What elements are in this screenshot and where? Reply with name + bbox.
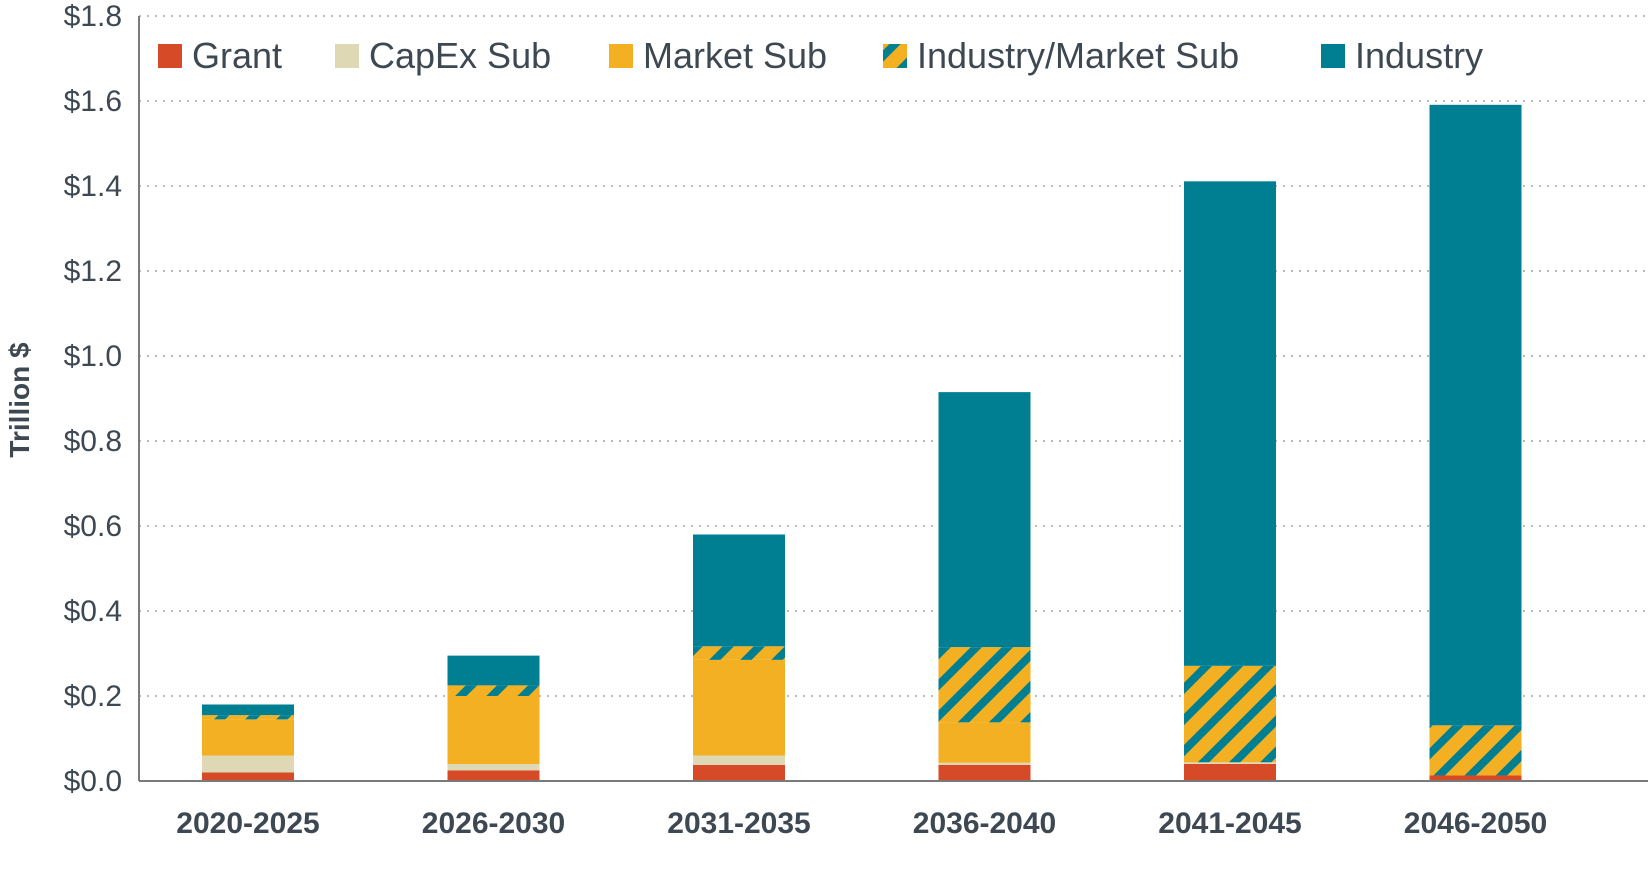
x-tick-label: 2046-2050 xyxy=(1404,807,1547,840)
y-tick-label: $1.4 xyxy=(64,170,122,203)
bar-segment-industry xyxy=(938,392,1031,648)
bar-segment-capex-sub xyxy=(1184,762,1276,764)
bar-segment-industry xyxy=(447,655,540,686)
y-tick-label: $0.8 xyxy=(64,425,122,458)
bar-segment-grant xyxy=(1184,764,1276,781)
bar-segment-grant xyxy=(938,764,1031,781)
bar-segment-industry xyxy=(1184,181,1276,666)
bar-segment-industry-market-sub xyxy=(693,646,785,660)
legend-swatch xyxy=(609,44,633,68)
legend-swatch xyxy=(1321,44,1345,68)
legend-swatch xyxy=(158,44,182,68)
legend: Grant CapEx Sub Market Sub Industry/Market … xyxy=(158,35,1483,76)
bar-segment-capex-sub xyxy=(447,764,540,771)
bar-segment-capex-sub xyxy=(938,762,1031,765)
y-tick-label: $0.6 xyxy=(64,510,122,543)
x-tick-label: 2031-2035 xyxy=(667,807,810,840)
bar-segment-industry-market-sub xyxy=(1429,725,1522,776)
y-tick-label: $1.8 xyxy=(64,0,122,33)
legend-label: Industry xyxy=(1355,35,1483,76)
bar-segment-market-sub xyxy=(938,722,1031,763)
x-tick-label: 2036-2040 xyxy=(913,807,1056,840)
y-axis-label: Trillion $ xyxy=(4,342,35,458)
bar-segment-market-sub xyxy=(693,659,785,756)
bar-segment-industry-market-sub xyxy=(202,715,294,720)
bar-segment-market-sub xyxy=(447,696,540,764)
y-tick-label: $0.2 xyxy=(64,680,122,713)
y-tick-label: $0.4 xyxy=(64,595,122,628)
bar-segment-capex-sub xyxy=(202,755,294,773)
y-tick-label: $0.0 xyxy=(64,765,122,798)
legend-label: Market Sub xyxy=(643,35,827,76)
bar-segment-grant xyxy=(693,764,785,781)
x-tick-label: 2041-2045 xyxy=(1158,807,1301,840)
bar-segment-capex-sub xyxy=(693,755,785,765)
axes xyxy=(138,16,1648,782)
legend-label: Industry/Market Sub xyxy=(917,35,1239,76)
x-tick-label: 2026-2030 xyxy=(422,807,565,840)
bar-segment-industry-market-sub xyxy=(1184,665,1276,763)
bar-segment-grant xyxy=(1429,775,1522,781)
x-tick-labels: 2020-2025 2026-2030 2031-2035 2036-2040 2041… xyxy=(176,807,1547,840)
bar-segment-industry xyxy=(202,704,294,716)
bar-segment-grant xyxy=(202,772,294,781)
bar-segment-industry-market-sub xyxy=(938,647,1031,723)
y-tick-label: $1.2 xyxy=(64,255,122,288)
y-tick-label: $1.0 xyxy=(64,340,122,373)
legend-label: CapEx Sub xyxy=(369,35,551,76)
legend-swatch xyxy=(883,44,907,68)
bar-segment-industry xyxy=(1429,104,1522,726)
x-tick-label: 2020-2025 xyxy=(176,807,319,840)
bar-segment-industry xyxy=(693,534,785,647)
bar-segment-market-sub xyxy=(202,719,294,756)
bar-segment-industry-market-sub xyxy=(447,685,540,696)
grid-lines xyxy=(139,15,1648,697)
legend-swatch xyxy=(335,44,359,68)
legend-label: Grant xyxy=(192,35,282,76)
y-tick-labels: $0.0 $0.2 $0.4 $0.6 $0.8 $1.0 $1.2 $1.4 $1.6 $1.8 xyxy=(64,0,122,798)
bar-segment-grant xyxy=(447,770,540,781)
y-tick-label: $1.6 xyxy=(64,85,122,118)
bars xyxy=(202,104,1522,781)
